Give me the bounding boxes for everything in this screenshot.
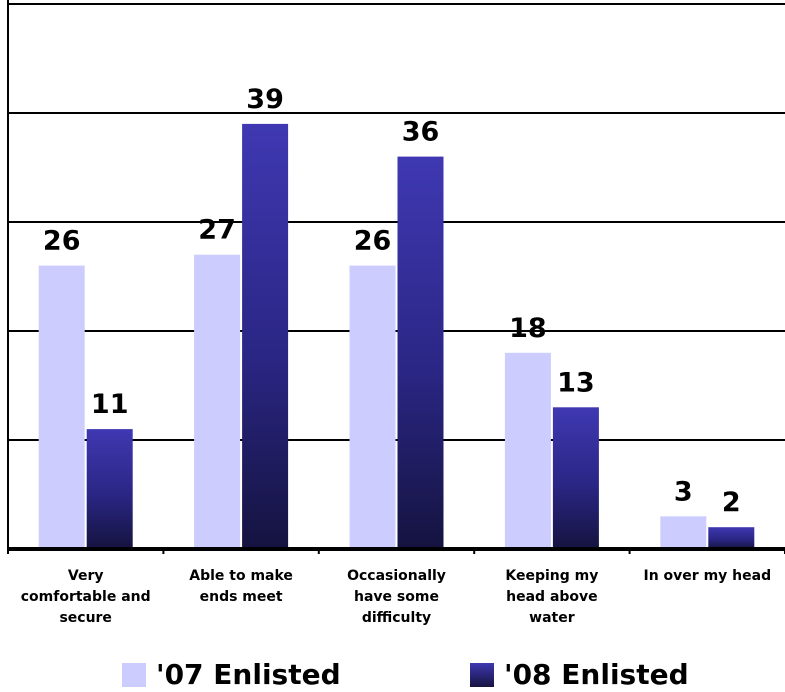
data-label-s1-c1: 39 (246, 84, 284, 115)
bar-s1-c0 (86, 429, 133, 549)
legend: '07 Enlisted '08 Enlisted (0, 658, 785, 692)
data-label-s1-c0: 11 (91, 389, 129, 420)
bar-s0-c1 (194, 254, 241, 549)
x-axis (7, 547, 785, 554)
legend-item-08: '08 Enlisted (470, 658, 689, 691)
category-label-0: Very comfortable and secure (21, 568, 151, 626)
data-label-s1-c2: 36 (402, 117, 440, 148)
category-label-line: have some (354, 589, 439, 605)
bar-s1-c4 (708, 527, 755, 549)
legend-item-07: '07 Enlisted (122, 658, 341, 691)
category-label-line: secure (59, 610, 112, 626)
category-label-line: comfortable and (21, 589, 151, 605)
data-label-s1-c4: 2 (722, 487, 741, 518)
category-label-1: Able to make ends meet (189, 568, 293, 605)
bar-s0-c3 (504, 352, 551, 549)
category-label-line: Very (68, 568, 104, 584)
category-label-line: difficulty (362, 610, 431, 626)
category-labels: Very comfortable and secure Able to make end… (21, 568, 771, 626)
category-label-line: ends meet (200, 589, 283, 605)
category-label-line: water (529, 610, 575, 626)
legend-label-07: '07 Enlisted (156, 658, 341, 691)
gridlines (7, 0, 785, 549)
bar-s1-c3 (552, 407, 599, 549)
data-labels: 26 11 27 39 26 36 18 13 3 2 (43, 84, 741, 518)
legend-swatch-08 (470, 662, 494, 687)
data-label-s0-c3: 18 (509, 313, 547, 344)
category-label-line: Keeping my (505, 568, 598, 584)
category-label-4: In over my head (644, 568, 772, 584)
legend-label-08: '08 Enlisted (504, 658, 689, 691)
data-label-s0-c1: 27 (198, 215, 236, 246)
data-label-s1-c3: 13 (557, 367, 595, 398)
bar-s0-c0 (38, 265, 85, 549)
bar-s0-c4 (660, 516, 707, 549)
bar-s1-c2 (397, 156, 444, 549)
category-label-3: Keeping my head above water (505, 568, 598, 626)
data-label-s0-c0: 26 (43, 226, 81, 257)
bar-chart: 26 11 27 39 26 36 18 13 3 2 Very comfortable and se… (7, 0, 785, 626)
category-label-line: Occasionally (347, 568, 446, 584)
x-axis-line (8, 547, 785, 551)
data-label-s0-c2: 26 (354, 226, 392, 257)
category-label-line: head above (506, 589, 598, 605)
category-label-2: Occasionally have some difficulty (347, 568, 446, 626)
legend-swatch-07 (122, 662, 146, 687)
bar-s0-c2 (349, 265, 396, 549)
category-label-line: Able to make (189, 568, 293, 584)
data-label-s0-c4: 3 (674, 476, 693, 507)
bar-s1-c1 (242, 123, 289, 550)
category-label-line: In over my head (644, 568, 772, 584)
bars (38, 123, 755, 550)
